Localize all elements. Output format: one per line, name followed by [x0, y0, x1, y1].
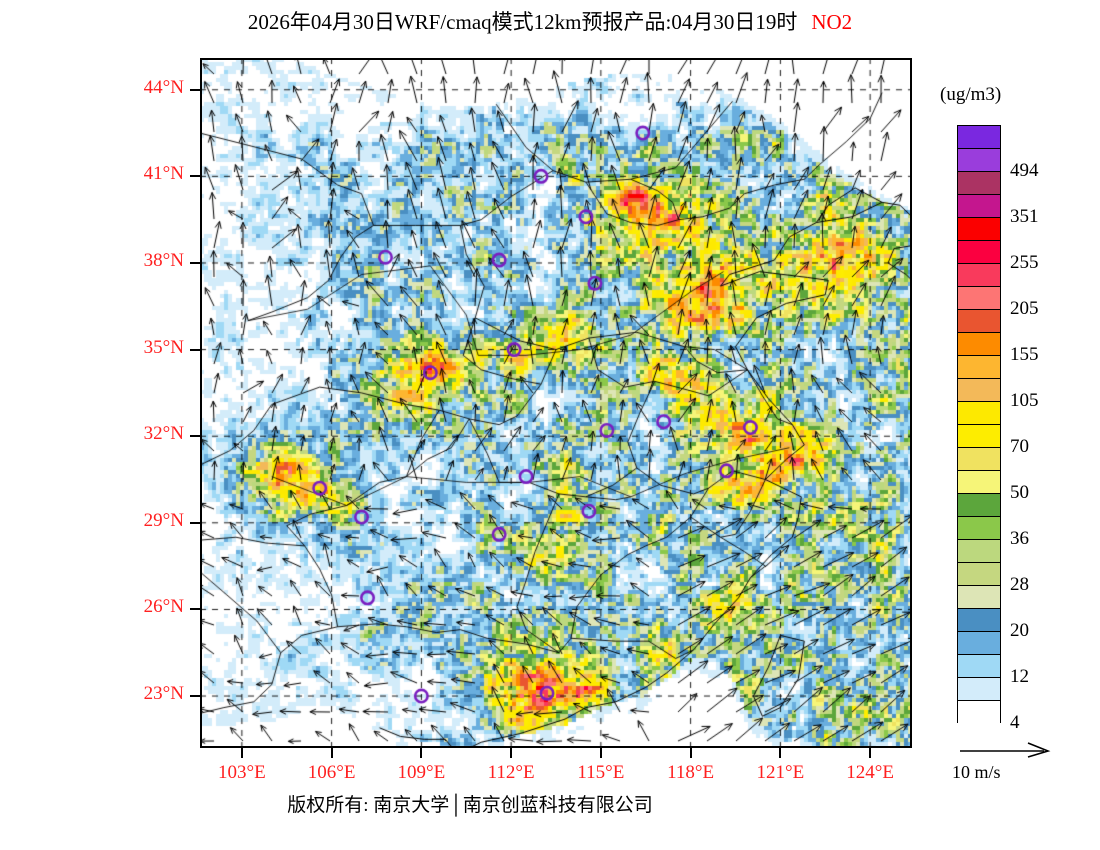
- longitude-axis: 103°E 106°E 109°E 112°E 115°E 118°E 121°E 124°E: [200, 58, 912, 783]
- colorbar-band: [958, 126, 1000, 149]
- latitude-label: 38°N: [143, 249, 184, 271]
- colorbar-band: [958, 287, 1000, 310]
- colorbar-band: [958, 310, 1000, 333]
- latitude-tick: [190, 695, 200, 698]
- colorbar-band: [958, 402, 1000, 425]
- longitude-tick: [869, 748, 872, 758]
- colorbar-tick-label: 155: [1010, 344, 1039, 365]
- latitude-tick: [190, 435, 200, 438]
- latitude-label: 41°N: [143, 163, 184, 185]
- colorbar-band: [958, 517, 1000, 540]
- colorbar-tick-label: 36: [1010, 528, 1029, 549]
- title-species-label: NO2: [811, 10, 853, 34]
- colorbar-tick-label: 12: [1010, 666, 1029, 687]
- latitude-tick: [190, 88, 200, 91]
- longitude-tick: [689, 748, 692, 758]
- colorbar-tick-label: 28: [1010, 574, 1029, 595]
- latitude-label: 23°N: [143, 683, 184, 705]
- latitude-axis: 44°N 41°N 38°N 35°N 32°N 29°N 26°N 23°N: [144, 58, 912, 748]
- colorbar-band: [958, 218, 1000, 241]
- colorbar-band: [958, 172, 1000, 195]
- colorbar-band: [958, 701, 1000, 724]
- colorbar-band: [958, 356, 1000, 379]
- longitude-label: 115°E: [577, 762, 625, 783]
- colorbar-units-label: (ug/m3): [940, 84, 1002, 105]
- copyright-footer: 版权所有: 南京大学│南京创蓝科技有限公司: [287, 795, 653, 816]
- concentration-map-canvas[interactable]: [200, 58, 912, 748]
- page-title: 2026年04月30日WRF/cmaq模式12km预报产品:04月30日19时 N…: [0, 6, 1100, 36]
- colorbar-tick-label: 105: [1010, 390, 1039, 411]
- longitude-tick: [420, 748, 423, 758]
- colorbar-tick-label: 205: [1010, 298, 1039, 319]
- colorbar-band: [958, 425, 1000, 448]
- latitude-label: 26°N: [143, 596, 184, 618]
- longitude-tick: [240, 748, 243, 758]
- colorbar-bands: [957, 125, 1001, 724]
- colorbar-band: [958, 655, 1000, 678]
- longitude-label: 109°E: [397, 762, 446, 783]
- longitude-tick: [510, 748, 513, 758]
- longitude-label: 118°E: [667, 762, 715, 783]
- colorbar-band: [958, 333, 1000, 356]
- colorbar-band: [958, 149, 1000, 172]
- longitude-tick: [599, 748, 602, 758]
- latitude-label: 44°N: [143, 76, 184, 98]
- colorbar-band: [958, 195, 1000, 218]
- colorbar-band: [958, 586, 1000, 609]
- colorbar-band: [958, 678, 1000, 701]
- latitude-tick: [190, 348, 200, 351]
- latitude-tick: [190, 175, 200, 178]
- colorbar-tick-label: 494: [1010, 160, 1039, 181]
- colorbar-tick-label: 70: [1010, 436, 1029, 457]
- latitude-tick: [190, 521, 200, 524]
- latitude-label: 29°N: [143, 509, 184, 531]
- colorbar-tick-label: 4: [1010, 712, 1020, 733]
- longitude-label: 103°E: [218, 762, 266, 783]
- colorbar-band: [958, 448, 1000, 471]
- colorbar-band: [958, 241, 1000, 264]
- colorbar-band: [958, 379, 1000, 402]
- colorbar: (ug/m3) 494 351 255 205 155 105 70 50 36 28 20 12 4: [930, 80, 1100, 740]
- wind-arrow-icon: [960, 742, 1051, 758]
- title-text: 2026年04月30日WRF/cmaq模式12km预报产品:04月30日19时: [247, 10, 798, 34]
- colorbar-band: [958, 471, 1000, 494]
- colorbar-band: [958, 264, 1000, 287]
- colorbar-band: [958, 540, 1000, 563]
- wind-scale-label: 10 m/s: [952, 762, 1001, 782]
- colorbar-tick-label: 20: [1010, 620, 1029, 641]
- colorbar-tick-label: 50: [1010, 482, 1029, 503]
- colorbar-tick-label: 351: [1010, 206, 1039, 227]
- latitude-label: 35°N: [143, 336, 184, 358]
- colorbar-band: [958, 563, 1000, 586]
- latitude-tick: [190, 608, 200, 611]
- longitude-tick: [330, 748, 333, 758]
- colorbar-band: [958, 632, 1000, 655]
- colorbar-band: [958, 609, 1000, 632]
- longitude-label: 124°E: [846, 762, 894, 783]
- colorbar-tick-label: 255: [1010, 252, 1039, 273]
- longitude-label: 121°E: [756, 762, 805, 783]
- colorbar-band: [958, 494, 1000, 517]
- latitude-tick: [190, 261, 200, 264]
- longitude-tick: [779, 748, 782, 758]
- map-plot-area[interactable]: 44°N 41°N 38°N 35°N 32°N 29°N 26°N 23°N 103°E 10…: [144, 58, 912, 783]
- wind-scale-legend: 10 m/s: [952, 738, 1092, 786]
- longitude-label: 112°E: [487, 762, 535, 783]
- longitude-label: 106°E: [307, 762, 356, 783]
- latitude-label: 32°N: [143, 423, 184, 445]
